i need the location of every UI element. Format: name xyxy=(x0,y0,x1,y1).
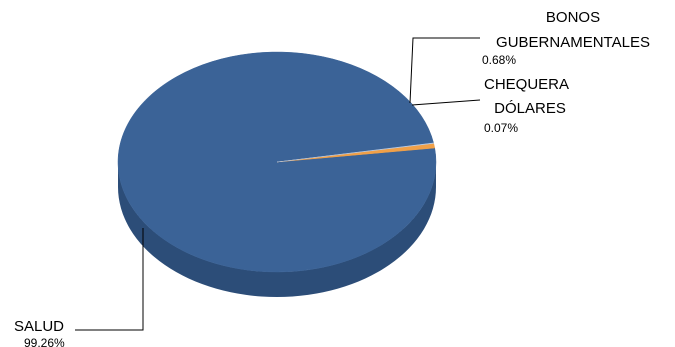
pie-side-0 xyxy=(118,162,436,297)
pie-top-faces xyxy=(117,51,437,273)
slice-label-bonos-line2: GUBERNAMENTALES xyxy=(496,34,650,51)
slice-label-chequera-line1: CHEQUERA xyxy=(484,76,569,93)
pie-side-walls xyxy=(118,162,436,297)
leader-line-salud xyxy=(75,228,144,331)
leader-line-chequera xyxy=(411,99,481,106)
slice-value-salud: 99.26% xyxy=(24,336,65,347)
leader-line-bonos xyxy=(409,37,480,104)
slice-value-bonos: 0.68% xyxy=(482,53,516,67)
slice-label-bonos-line1: BONOS xyxy=(546,9,600,26)
slice-value-chequera: 0.07% xyxy=(484,121,518,135)
slice-label-chequera-line2: DÓLARES xyxy=(494,100,566,117)
slice-label-salud: SALUD xyxy=(14,318,64,335)
pie-slice-chequera-d-lares xyxy=(276,142,435,163)
